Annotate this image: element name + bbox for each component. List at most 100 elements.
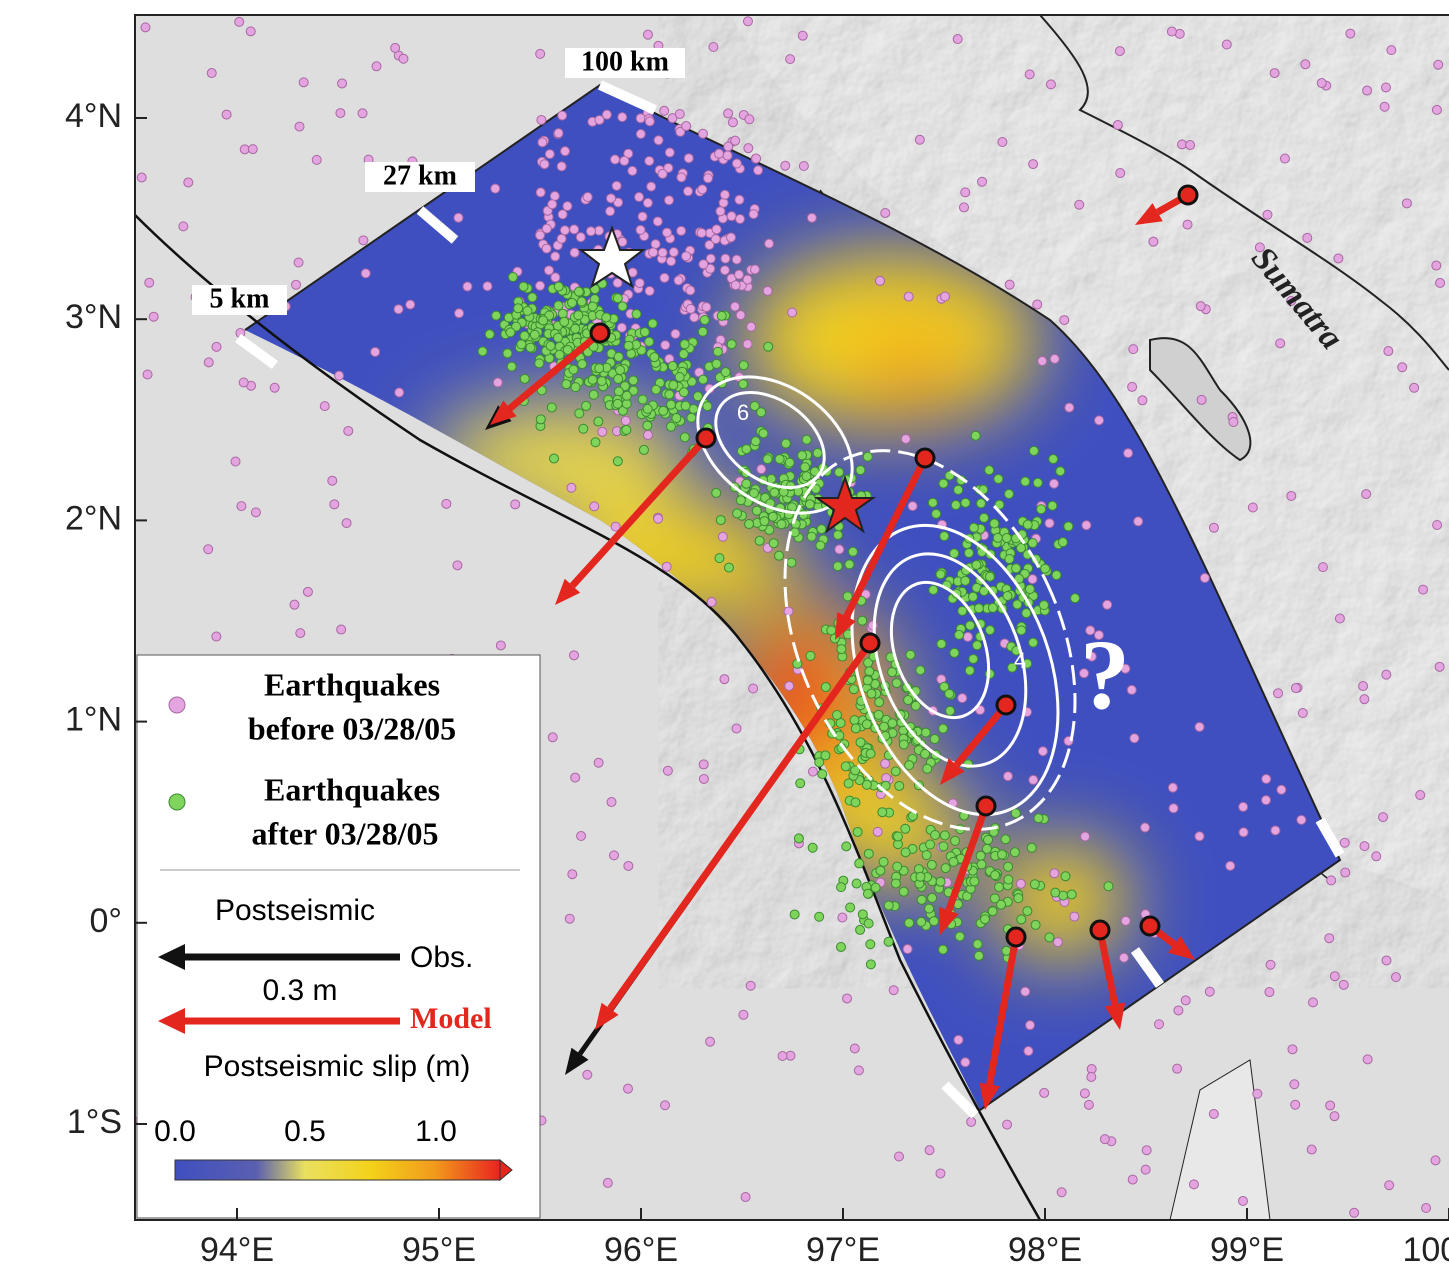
quake-after (712, 488, 721, 497)
quake-before (536, 231, 545, 240)
quake-before (1173, 1064, 1182, 1073)
quake-after (613, 294, 622, 303)
quake-before (671, 329, 680, 338)
quake-after (945, 689, 954, 698)
quake-before (493, 378, 502, 387)
quake-before (1087, 1072, 1096, 1081)
quake-before (1362, 490, 1371, 499)
quake-after (817, 525, 826, 534)
quake-after (574, 311, 583, 320)
quake-before (536, 188, 545, 197)
quake-before (635, 193, 644, 202)
quake-before (1205, 987, 1214, 996)
quake-after (514, 304, 523, 313)
quake-before (1103, 600, 1112, 609)
quake-before (1050, 869, 1059, 878)
lat-label: 3°N (65, 298, 122, 336)
quake-before (1003, 772, 1012, 781)
quake-before (961, 188, 970, 197)
quake-before (1326, 1101, 1335, 1110)
quake-before (606, 194, 615, 203)
quake-after (893, 832, 902, 841)
quake-before (736, 215, 745, 224)
quake-after (802, 435, 811, 444)
quake-after (507, 362, 516, 371)
quake-after (994, 883, 1003, 892)
quake-after (968, 592, 977, 601)
quake-after (980, 513, 989, 522)
quake-before (1197, 395, 1206, 404)
quake-before (959, 203, 968, 212)
quake-before (1327, 876, 1336, 885)
quake-after (1049, 455, 1058, 464)
quake-before (746, 981, 755, 990)
lon-label: 99°E (1210, 1231, 1284, 1269)
quake-before (647, 182, 656, 191)
quake-after (640, 328, 649, 337)
quake-after (1023, 520, 1032, 529)
quake-before (511, 500, 520, 509)
quake-before (1335, 614, 1344, 623)
quake-after (1011, 809, 1020, 818)
quake-before (1155, 1020, 1164, 1029)
quake-before (682, 252, 691, 261)
quake-before (936, 1169, 945, 1178)
quake-before (1290, 1080, 1299, 1089)
quake-before (463, 282, 472, 291)
quake-after (699, 375, 708, 384)
legend-label: Earthquakes (264, 666, 440, 702)
quake-before (894, 1152, 903, 1161)
quake-before (1391, 973, 1400, 982)
quake-after (588, 302, 597, 311)
gps-station (697, 429, 715, 447)
quake-after (888, 668, 897, 677)
quake-before (1261, 796, 1270, 805)
lon-label: 94°E (200, 1231, 274, 1269)
quake-before (1149, 237, 1158, 246)
quake-after (827, 626, 836, 635)
quake-before (1195, 832, 1204, 841)
gps-station (1179, 186, 1197, 204)
quake-after (965, 666, 974, 675)
quake-before (636, 130, 645, 139)
quake-before (967, 1117, 976, 1126)
quake-after (638, 395, 647, 404)
quake-after (991, 871, 1000, 880)
quake-after (837, 883, 846, 892)
quake-before (765, 239, 774, 248)
quake-after (1022, 609, 1031, 618)
quake-after (984, 835, 993, 844)
quake-before (903, 945, 912, 954)
quake-before (654, 136, 663, 145)
quake-after (645, 337, 654, 346)
quake-before (1100, 1135, 1109, 1144)
quake-before (1226, 861, 1235, 870)
quake-after (906, 650, 915, 659)
lon-label: 98°E (1008, 1231, 1082, 1269)
quake-after (932, 509, 941, 518)
quake-before (358, 109, 367, 118)
legend-label: 0.3 m (262, 974, 337, 1007)
quake-before (294, 258, 303, 267)
quake-before (1372, 852, 1381, 861)
quake-after (842, 842, 851, 851)
quake-after (624, 341, 633, 350)
quake-after (745, 520, 754, 529)
quake-before (651, 240, 660, 249)
quake-before (1141, 823, 1150, 832)
quake-after (964, 548, 973, 557)
quake-after (687, 413, 696, 422)
quake-before (1288, 1045, 1297, 1054)
quake-before (698, 129, 707, 138)
quake-after (1037, 505, 1046, 514)
quake-after (1031, 920, 1040, 929)
quake-before (1026, 1021, 1035, 1030)
quake-after (928, 498, 937, 507)
legend-label: Postseismic slip (m) (204, 1050, 471, 1083)
quake-after (1002, 534, 1011, 543)
quake-after (555, 350, 564, 359)
quake-after (1017, 626, 1026, 635)
quake-before (544, 266, 553, 275)
quake-after (733, 509, 742, 518)
quake-after (961, 576, 970, 585)
